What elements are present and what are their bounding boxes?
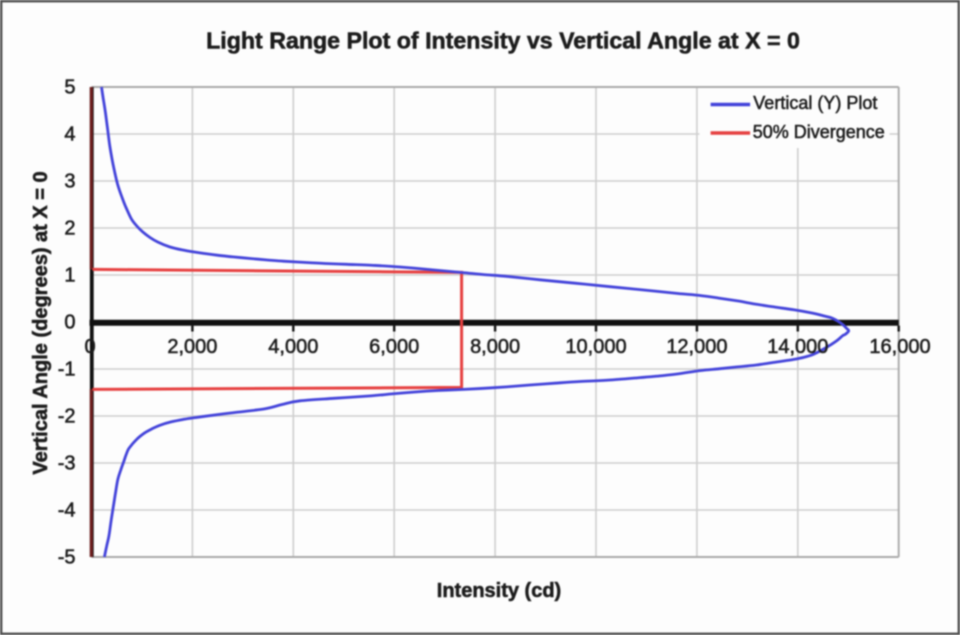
- svg-text:0: 0: [84, 336, 95, 358]
- svg-text:50% Divergence: 50% Divergence: [753, 122, 885, 142]
- svg-text:Vertical Angle (degrees) at X: Vertical Angle (degrees) at X = 0: [30, 171, 52, 474]
- svg-text:8,000: 8,000: [470, 336, 520, 358]
- svg-text:5: 5: [64, 77, 75, 99]
- svg-text:Vertical (Y) Plot: Vertical (Y) Plot: [753, 93, 877, 113]
- svg-text:Light Range Plot of Intensity: Light Range Plot of Intensity vs Vertica…: [206, 28, 800, 54]
- svg-text:2,000: 2,000: [167, 336, 217, 358]
- svg-text:-3: -3: [58, 453, 76, 475]
- svg-text:0: 0: [64, 312, 75, 334]
- svg-text:-4: -4: [58, 500, 76, 522]
- svg-text:16,000: 16,000: [869, 336, 930, 358]
- svg-text:3: 3: [64, 171, 75, 193]
- svg-text:Intensity (cd): Intensity (cd): [437, 580, 561, 602]
- svg-text:12,000: 12,000: [666, 336, 727, 358]
- svg-text:6,000: 6,000: [369, 336, 419, 358]
- svg-text:4: 4: [64, 124, 75, 146]
- svg-text:1: 1: [64, 265, 75, 287]
- svg-text:10,000: 10,000: [565, 336, 626, 358]
- svg-text:2: 2: [64, 218, 75, 240]
- svg-text:-5: -5: [58, 547, 76, 569]
- svg-text:-1: -1: [58, 359, 76, 381]
- svg-text:-2: -2: [58, 406, 76, 428]
- svg-text:14,000: 14,000: [767, 336, 828, 358]
- svg-text:4,000: 4,000: [268, 336, 318, 358]
